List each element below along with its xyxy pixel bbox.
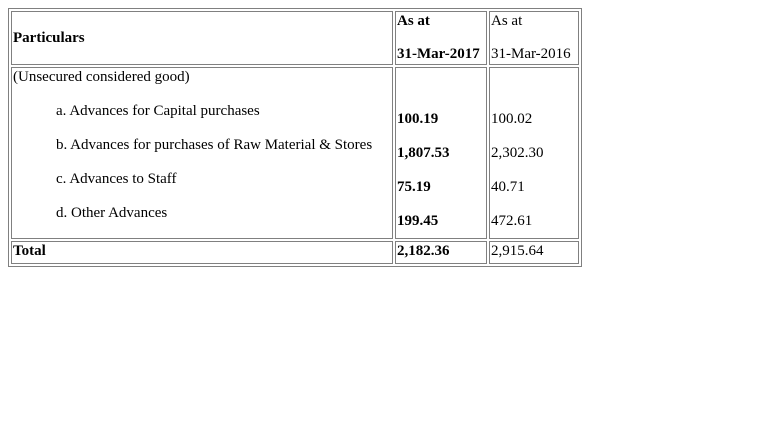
value-2016-other: 472.61 (491, 213, 533, 229)
advances-body-row: (Unsecured considered good) a. Advances … (11, 67, 579, 239)
total-2017: 2,182.36 (395, 241, 487, 264)
item-label-raw-material: b. Advances for purchases of Raw Materia… (56, 137, 373, 153)
total-row: Total 2,182.36 2,915.64 (11, 241, 579, 264)
total-label: Total (11, 241, 393, 264)
total-2016: 2,915.64 (489, 241, 579, 264)
header-2017-line2: 31-Mar-2017 (397, 46, 480, 62)
header-2016-line2: 31-Mar-2016 (491, 46, 571, 62)
item-label-capital: a. Advances for Capital purchases (56, 103, 260, 119)
values-2017-cell: 100.19 1,807.53 75.19 199.45 (395, 67, 487, 239)
header-2017-line1: As at (397, 13, 430, 29)
header-2016-line1: As at (491, 13, 523, 29)
item-label-staff: c. Advances to Staff (56, 171, 177, 187)
advances-table: Particulars As at 31-Mar-2017 As at 31-M… (8, 8, 582, 267)
header-2017: As at 31-Mar-2017 (395, 11, 487, 65)
header-particulars: Particulars (11, 11, 393, 65)
header-particulars-label: Particulars (13, 29, 85, 46)
value-2017-staff: 75.19 (397, 179, 431, 195)
item-label-other: d. Other Advances (56, 205, 168, 221)
value-2016-capital: 100.02 (491, 111, 533, 127)
value-2016-raw-material: 2,302.30 (491, 145, 544, 161)
header-row: Particulars As at 31-Mar-2017 As at 31-M… (11, 11, 579, 65)
value-2016-staff: 40.71 (491, 179, 525, 195)
value-2017-capital: 100.19 (397, 111, 439, 127)
values-2016-cell: 100.02 2,302.30 40.71 472.61 (489, 67, 579, 239)
particulars-cell: (Unsecured considered good) a. Advances … (11, 67, 393, 239)
value-2017-raw-material: 1,807.53 (397, 145, 450, 161)
value-2017-other: 199.45 (397, 213, 439, 229)
header-2016: As at 31-Mar-2016 (489, 11, 579, 65)
category-label: (Unsecured considered good) (13, 69, 190, 85)
